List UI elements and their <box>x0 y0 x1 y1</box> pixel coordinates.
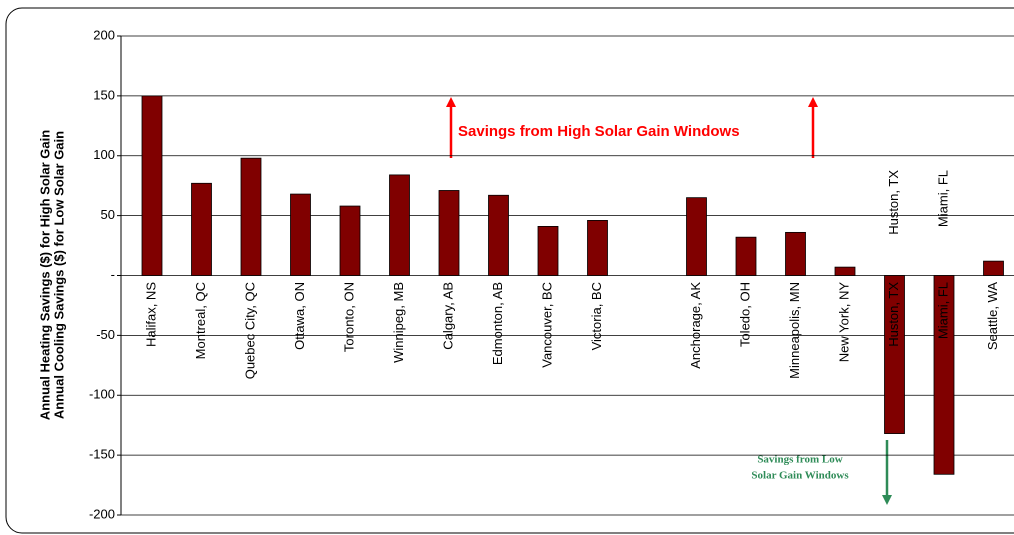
y-tick-label: -100 <box>89 387 115 402</box>
x-tick-label: Winnipeg, MB <box>391 282 406 363</box>
x-tick-label: Calgary, AB <box>440 282 455 350</box>
x-tick-label: Ottawa, ON <box>292 282 307 350</box>
bar <box>834 266 856 276</box>
bar <box>537 226 559 276</box>
bar <box>785 231 806 276</box>
arrow-head <box>882 495 892 505</box>
bar <box>191 182 212 276</box>
x-tick-label: Anchorage, AK <box>688 282 703 369</box>
x-tick-label: Halifax, NS <box>143 282 158 347</box>
y-axis-title-line: Annual Cooling Savings ($) for Low Solar… <box>51 131 66 419</box>
bar <box>339 205 361 276</box>
x-tick-label: Victoria, BC <box>589 282 604 350</box>
bar <box>587 220 608 276</box>
bar <box>438 190 460 276</box>
bar <box>389 174 410 276</box>
annotation: Solar Gain Windows <box>751 470 849 482</box>
y-tick-label: -200 <box>89 506 115 521</box>
y-tick-label: 200 <box>93 27 115 42</box>
x-tick-label: Montreal, QC <box>193 282 208 359</box>
x-tick-label: Quebec City, QC <box>242 282 257 379</box>
y-tick-label: 150 <box>93 87 115 102</box>
bar <box>735 236 757 276</box>
x-tick-label: Toronto, ON <box>341 282 356 352</box>
bar <box>983 260 1004 276</box>
annotation: Savings from Low <box>757 454 842 466</box>
y-tick-label: -50 <box>96 327 115 342</box>
arrow-head <box>446 97 456 107</box>
bar <box>686 197 707 276</box>
y-axis-title: Annual Heating Savings ($) for High Sola… <box>37 130 66 420</box>
x-tick-label: Toledo, OH <box>737 282 752 347</box>
bar <box>884 275 905 434</box>
y-axis-title-line: Annual Heating Savings ($) for High Sola… <box>37 130 52 420</box>
arrow-head <box>808 97 818 107</box>
x-tick-label: Vancouver, BC <box>539 282 554 368</box>
x-tick-label: Seattle, WA <box>985 282 1000 350</box>
y-tick-label: 50 <box>101 207 115 222</box>
x-tick-label: Edmonton, AB <box>490 282 505 365</box>
bar <box>488 194 509 276</box>
chart-frame <box>5 7 1014 534</box>
y-tick-label: -150 <box>89 447 115 462</box>
category-label: Huston, TX <box>886 170 901 235</box>
x-tick-label: Minneapolis, MN <box>787 282 802 379</box>
category-label: Miami, FL <box>935 170 950 227</box>
y-tick-label: 100 <box>93 147 115 162</box>
x-tick-label: Miami, FL <box>935 282 950 339</box>
x-tick-label: Huston, TX <box>886 282 901 347</box>
bar <box>141 95 163 276</box>
annotation: Savings from High Solar Gain Windows <box>458 123 740 140</box>
bar <box>290 193 311 276</box>
y-tick-label: - <box>111 267 115 282</box>
bar <box>240 157 262 276</box>
bar <box>933 275 955 475</box>
x-tick-label: New York, NY <box>836 282 851 363</box>
